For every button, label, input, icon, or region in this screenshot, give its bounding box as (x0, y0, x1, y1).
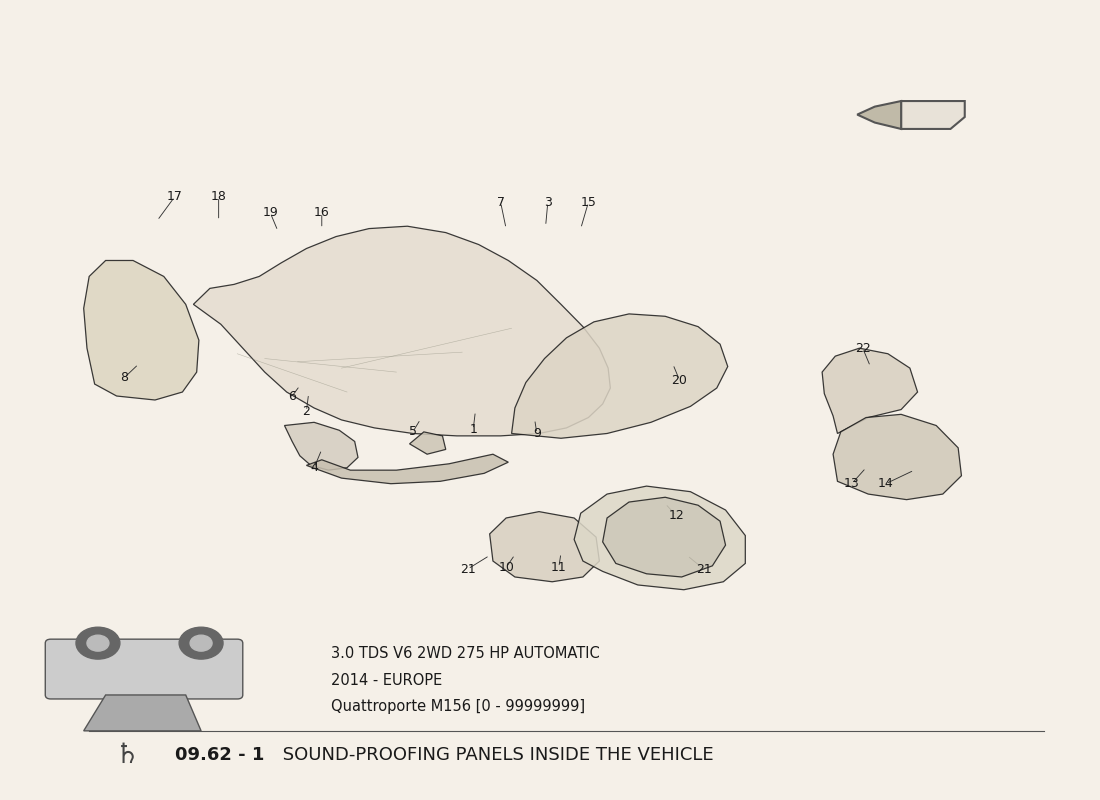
Text: 17: 17 (167, 190, 183, 203)
Text: 1: 1 (470, 423, 477, 436)
Text: 13: 13 (844, 478, 859, 490)
Text: 18: 18 (211, 190, 227, 203)
Text: 2014 - EUROPE: 2014 - EUROPE (331, 673, 442, 688)
Text: 09.62 - 1: 09.62 - 1 (175, 746, 264, 764)
Circle shape (190, 635, 212, 651)
Polygon shape (84, 695, 201, 731)
Polygon shape (84, 261, 199, 400)
Polygon shape (409, 432, 446, 454)
Text: 10: 10 (498, 561, 514, 574)
Polygon shape (574, 486, 746, 590)
Text: Quattroporte M156 [0 - 99999999]: Quattroporte M156 [0 - 99999999] (331, 699, 585, 714)
Text: 14: 14 (878, 478, 893, 490)
Text: 9: 9 (532, 427, 541, 440)
Polygon shape (512, 314, 728, 438)
Text: 8: 8 (120, 371, 129, 384)
Text: 3: 3 (543, 196, 552, 209)
Text: 11: 11 (551, 561, 566, 574)
Text: 6: 6 (288, 390, 296, 402)
Polygon shape (603, 498, 726, 577)
Text: 5: 5 (409, 426, 417, 438)
Text: 21: 21 (460, 562, 475, 575)
Polygon shape (822, 348, 917, 434)
Polygon shape (194, 226, 611, 436)
Text: 7: 7 (496, 196, 505, 209)
Text: ♄: ♄ (116, 741, 140, 769)
Text: 15: 15 (581, 196, 596, 209)
Polygon shape (307, 454, 508, 484)
Text: 4: 4 (310, 462, 318, 474)
Polygon shape (490, 512, 600, 582)
Text: 19: 19 (262, 206, 278, 219)
Text: 20: 20 (671, 374, 688, 386)
Text: 21: 21 (695, 562, 712, 575)
Polygon shape (833, 414, 961, 500)
FancyBboxPatch shape (45, 639, 243, 699)
Text: SOUND-PROOFING PANELS INSIDE THE VEHICLE: SOUND-PROOFING PANELS INSIDE THE VEHICLE (277, 746, 714, 764)
Text: 12: 12 (669, 509, 684, 522)
Text: 16: 16 (314, 206, 330, 219)
Circle shape (76, 627, 120, 659)
Circle shape (87, 635, 109, 651)
Circle shape (179, 627, 223, 659)
Polygon shape (285, 422, 358, 470)
Text: 22: 22 (855, 342, 870, 354)
Polygon shape (857, 101, 901, 129)
Polygon shape (901, 101, 965, 129)
Text: 3.0 TDS V6 2WD 275 HP AUTOMATIC: 3.0 TDS V6 2WD 275 HP AUTOMATIC (331, 646, 600, 662)
Text: 2: 2 (302, 405, 310, 418)
